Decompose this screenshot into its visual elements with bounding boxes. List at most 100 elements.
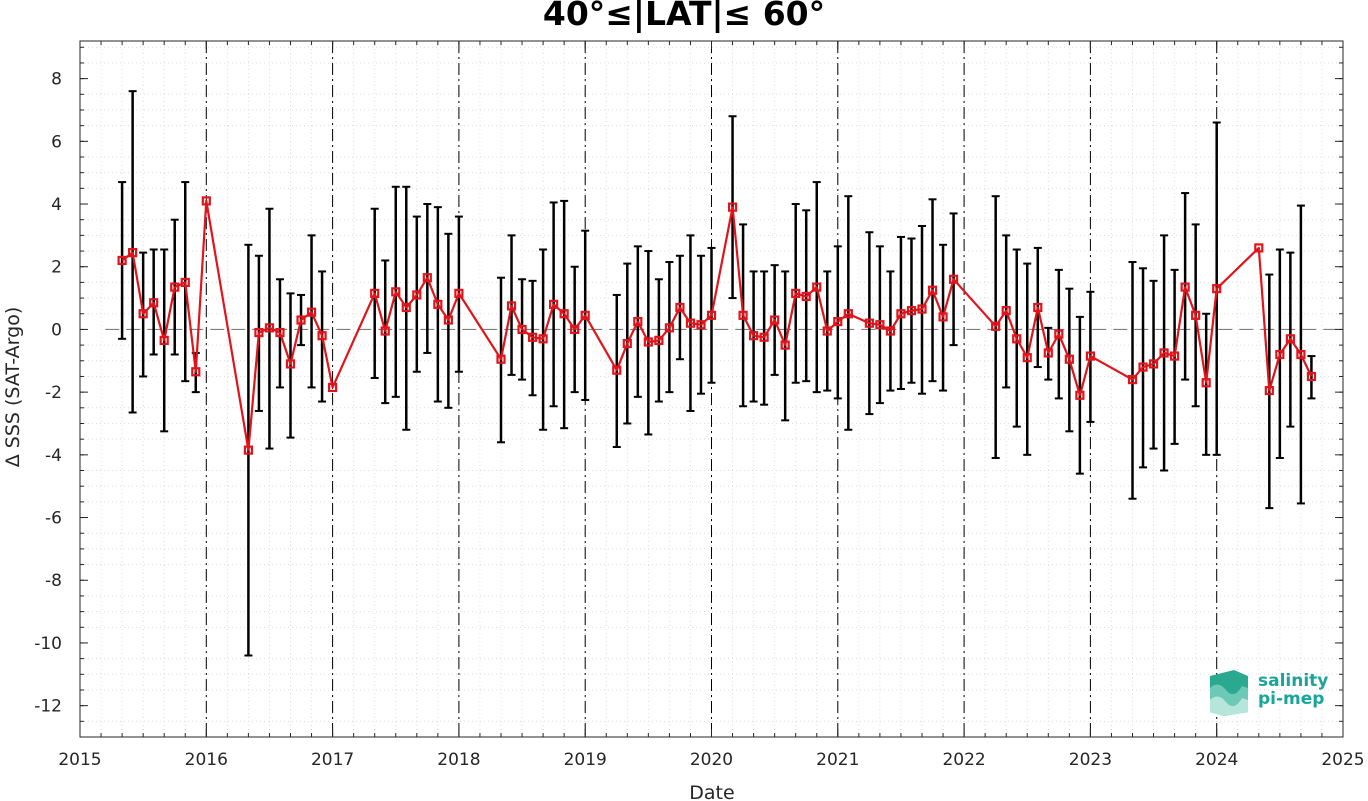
x-tick-label: 2024 <box>1195 750 1238 770</box>
data-point-marker <box>170 282 180 292</box>
data-point-marker <box>896 309 906 319</box>
data-point-marker <box>401 302 411 313</box>
data-point-marker <box>864 318 874 328</box>
x-tick-labels: 2015 2016 2017 2018 2019 2020 2021 2022 2023 2024… <box>58 750 1364 770</box>
data-point-marker <box>454 288 464 298</box>
data-point-marker <box>370 288 380 298</box>
data-point-marker <box>1085 351 1096 361</box>
data-point-marker <box>1169 351 1180 361</box>
data-point-marker <box>149 298 159 308</box>
data-point-marker <box>1043 348 1053 358</box>
data-point-marker <box>748 331 759 341</box>
x-tick-label: 2016 <box>185 750 228 770</box>
data-point-marker <box>412 290 422 300</box>
y-tick-label: 4 <box>51 195 62 215</box>
data-point-marker <box>549 299 559 309</box>
data-point-marker <box>675 302 685 313</box>
data-point-marker <box>1306 371 1317 382</box>
data-point-marker <box>243 445 253 455</box>
x-tick-label: 2025 <box>1321 750 1364 770</box>
x-tick-label: 2017 <box>311 750 354 770</box>
data-point-marker <box>128 248 138 258</box>
data-point-marker <box>938 312 948 322</box>
y-tick-label: 2 <box>51 258 62 278</box>
data-point-marker <box>812 282 822 292</box>
data-point-marker <box>1075 390 1085 400</box>
data-point-marker <box>633 316 643 327</box>
x-tick-label: 2015 <box>58 750 101 770</box>
data-point-marker <box>527 332 538 342</box>
data-point-marker <box>538 334 548 344</box>
data-point-marker <box>833 316 843 327</box>
data-point-marker <box>1285 334 1295 344</box>
data-point-marker <box>1159 348 1169 358</box>
data-point-marker <box>1148 359 1159 369</box>
wave-logo-icon <box>1210 670 1248 716</box>
y-tick-label: 6 <box>51 132 62 152</box>
data-point-marker <box>380 326 390 336</box>
salinity-pi-mep-logo: salinity pi-mep <box>1208 668 1348 718</box>
data-point-marker <box>1180 282 1190 292</box>
data-point-marker <box>885 326 896 336</box>
y-axis-label: Δ SSS (SAT-Argo) <box>2 307 24 467</box>
data-point-marker <box>570 324 580 335</box>
data-point-marker <box>285 359 296 369</box>
data-point-marker <box>296 315 306 325</box>
y-tick-label: 8 <box>51 70 62 90</box>
y-tick-label: -10 <box>34 634 62 654</box>
data-point-marker <box>1296 349 1306 360</box>
data-point-marker <box>159 335 169 346</box>
x-tick-label: 2022 <box>942 750 985 770</box>
data-point-marker <box>1212 284 1222 294</box>
data-point-marker <box>1201 378 1211 388</box>
y-tick-label: -8 <box>45 571 62 591</box>
data-point-marker <box>685 318 696 328</box>
year-separator-lines <box>205 41 1218 737</box>
data-point-marker <box>738 310 748 320</box>
data-point-marker <box>822 326 832 336</box>
data-point-marker <box>759 332 769 342</box>
data-point-marker <box>664 323 675 333</box>
data-point-marker <box>180 277 190 288</box>
data-point-marker <box>433 299 443 309</box>
x-tick-label: 2021 <box>816 750 859 770</box>
logo-text-pi-mep: pi-mep <box>1258 689 1325 709</box>
axis-ticks <box>79 41 1344 738</box>
data-point-marker <box>780 340 790 350</box>
data-point-marker <box>643 337 653 347</box>
x-tick-label: 2019 <box>564 750 607 770</box>
data-point-marker <box>559 309 569 319</box>
data-point-marker <box>801 291 811 302</box>
data-point-marker <box>770 315 780 325</box>
data-point-marker <box>1012 334 1022 344</box>
data-point-marker <box>727 202 738 212</box>
logo-text-salinity: salinity <box>1258 671 1329 691</box>
data-point-marker <box>580 310 590 320</box>
data-point-marker <box>275 327 285 338</box>
y-tick-labels: -12 -10 -8 -6 -4 -2 0 2 4 6 8 <box>34 70 62 717</box>
data-point-marker <box>306 307 317 317</box>
data-point-marker <box>138 309 148 319</box>
error-bars <box>118 90 1316 657</box>
data-point-marker <box>906 306 917 316</box>
data-point-marker <box>506 301 517 311</box>
x-tick-label: 2023 <box>1069 750 1112 770</box>
x-axis-label: Date <box>689 782 734 801</box>
data-point-marker <box>991 321 1001 331</box>
data-point-marker <box>1138 362 1148 372</box>
data-point-marker <box>622 338 632 349</box>
data-point-marker <box>1191 310 1201 320</box>
series-markers <box>117 196 1317 455</box>
y-tick-label: -2 <box>45 383 62 403</box>
data-point-marker <box>654 335 664 346</box>
data-point-marker <box>264 323 275 333</box>
y-tick-label: -4 <box>45 446 62 466</box>
data-point-marker <box>117 255 127 266</box>
data-point-marker <box>875 320 885 330</box>
data-point-marker <box>201 196 211 206</box>
data-point-marker <box>1275 349 1285 360</box>
data-point-marker <box>1264 385 1274 396</box>
data-point-marker <box>696 320 706 330</box>
data-point-marker <box>391 287 401 297</box>
y-tick-label: -6 <box>45 509 62 529</box>
